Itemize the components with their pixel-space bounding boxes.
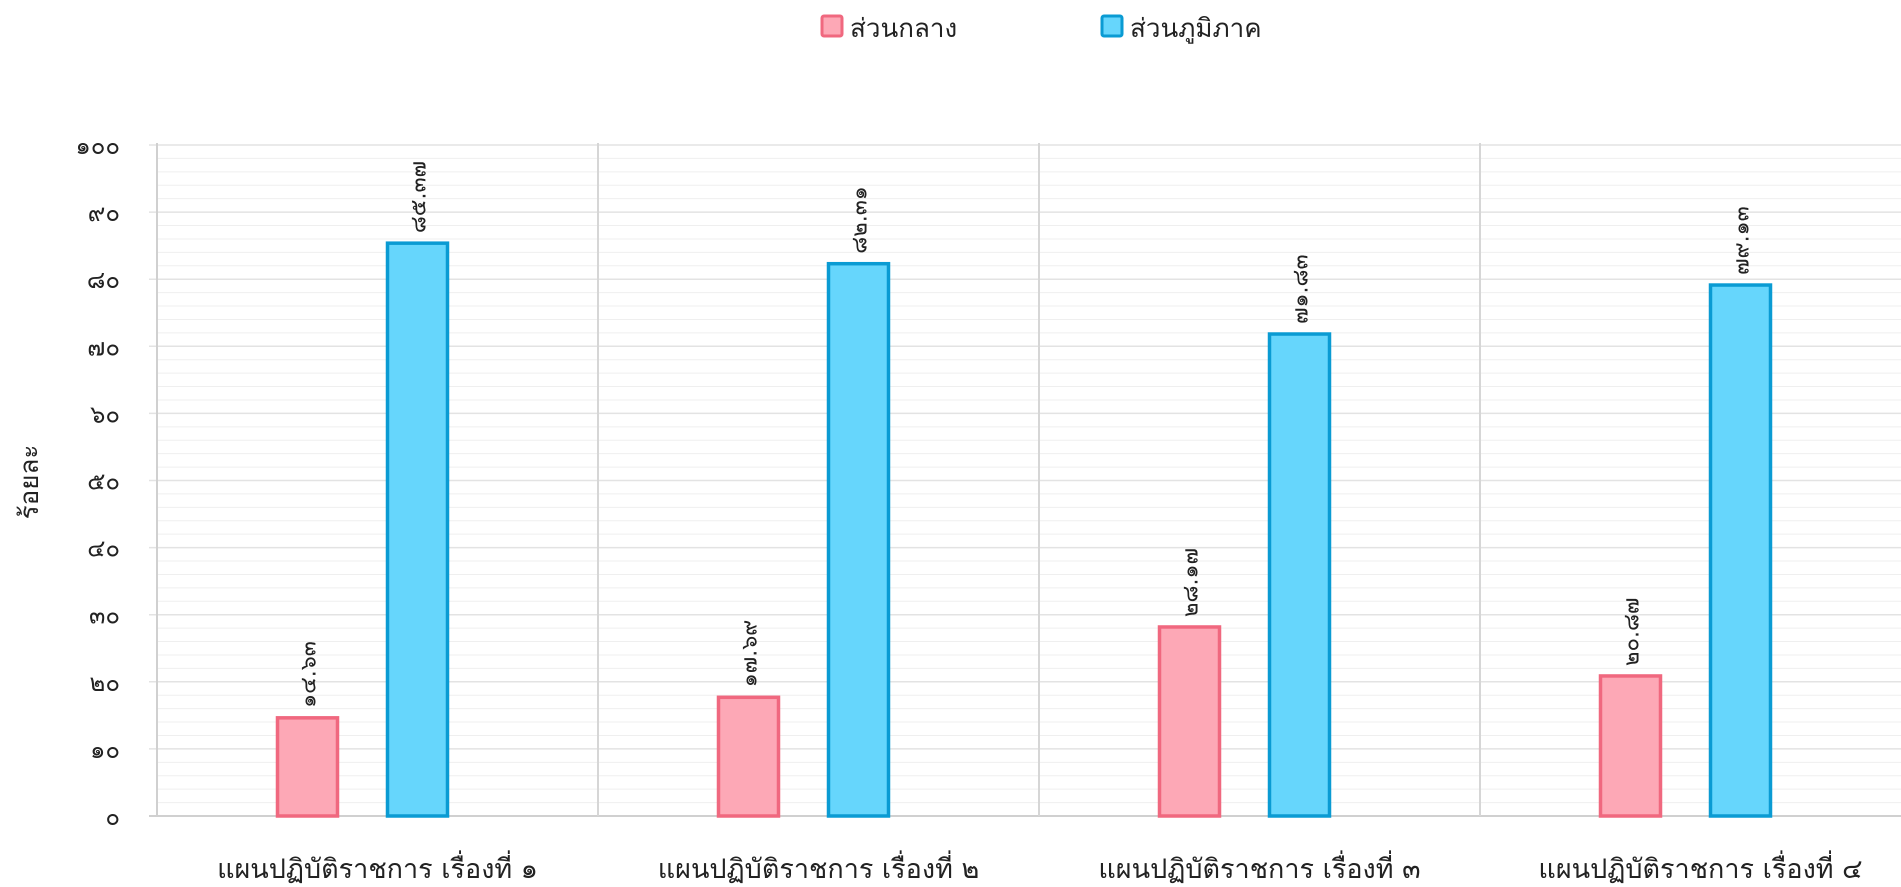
bar-regional[interactable] [385,241,450,818]
bars [275,241,1773,818]
bar-regional[interactable] [826,261,891,818]
y-tick-label: ๐ [105,803,120,831]
x-category-label: แผนปฏิบัติราชการ เรื่องที่ ๒ [658,850,980,885]
bar-central[interactable] [1157,625,1222,818]
legend-item-central[interactable]: ส่วนกลาง [820,14,957,44]
bar-central[interactable] [716,695,781,818]
bar-value-label: ๗๑.๘๓ [1289,255,1314,325]
y-tick-label: ๕๐ [87,468,120,496]
y-tick-label: ๗๐ [87,333,120,361]
bar-value-label: ๘๒.๓๑ [848,186,873,253]
y-tick-label: ๔๐ [87,535,120,563]
legend-item-regional[interactable]: ส่วนภูมิภาค [1100,14,1262,44]
bar-central[interactable] [275,716,340,818]
bar-value-label: ๑๔.๖๓ [297,641,322,708]
legend-swatch-central [820,14,844,38]
y-tick-label: ๒๐ [90,669,120,697]
x-category-label: แผนปฏิบัติราชการ เรื่องที่ ๔ [1538,850,1862,885]
y-axis-title: ร้อยละ [15,445,45,520]
legend-label-regional: ส่วนภูมิภาค [1130,14,1262,44]
bar-value-label: ๒๘.๑๗ [1179,548,1204,617]
x-category-label: แผนปฏิบัติราชการ เรื่องที่ ๓ [1098,850,1420,885]
y-tick-label: ๑๐๐ [75,132,120,160]
y-tick-label: ๘๐ [87,266,120,294]
y-tick-label: ๑๐ [90,736,120,764]
bar-central[interactable] [1598,674,1663,818]
legend: ส่วนกลาง ส่วนภูมิภาค [820,14,1262,44]
y-tick-label: ๓๐ [89,602,120,630]
bar-value-label: ๗๙.๑๓ [1730,206,1755,275]
legend-swatch-regional [1100,14,1124,38]
bar-regional[interactable] [1267,332,1332,818]
bar-value-label: ๑๗.๖๙ [738,620,763,688]
bar-value-label: ๒๐.๘๗ [1620,598,1645,666]
y-tick-label: ๖๐ [90,400,120,428]
bar-value-label: ๘๕.๓๗ [407,161,432,233]
x-category-label: แผนปฏิบัติราชการ เรื่องที่ ๑ [217,850,538,885]
y-tick-label: ๙๐ [88,199,120,227]
legend-label-central: ส่วนกลาง [850,14,957,44]
bar-regional[interactable] [1708,283,1773,818]
